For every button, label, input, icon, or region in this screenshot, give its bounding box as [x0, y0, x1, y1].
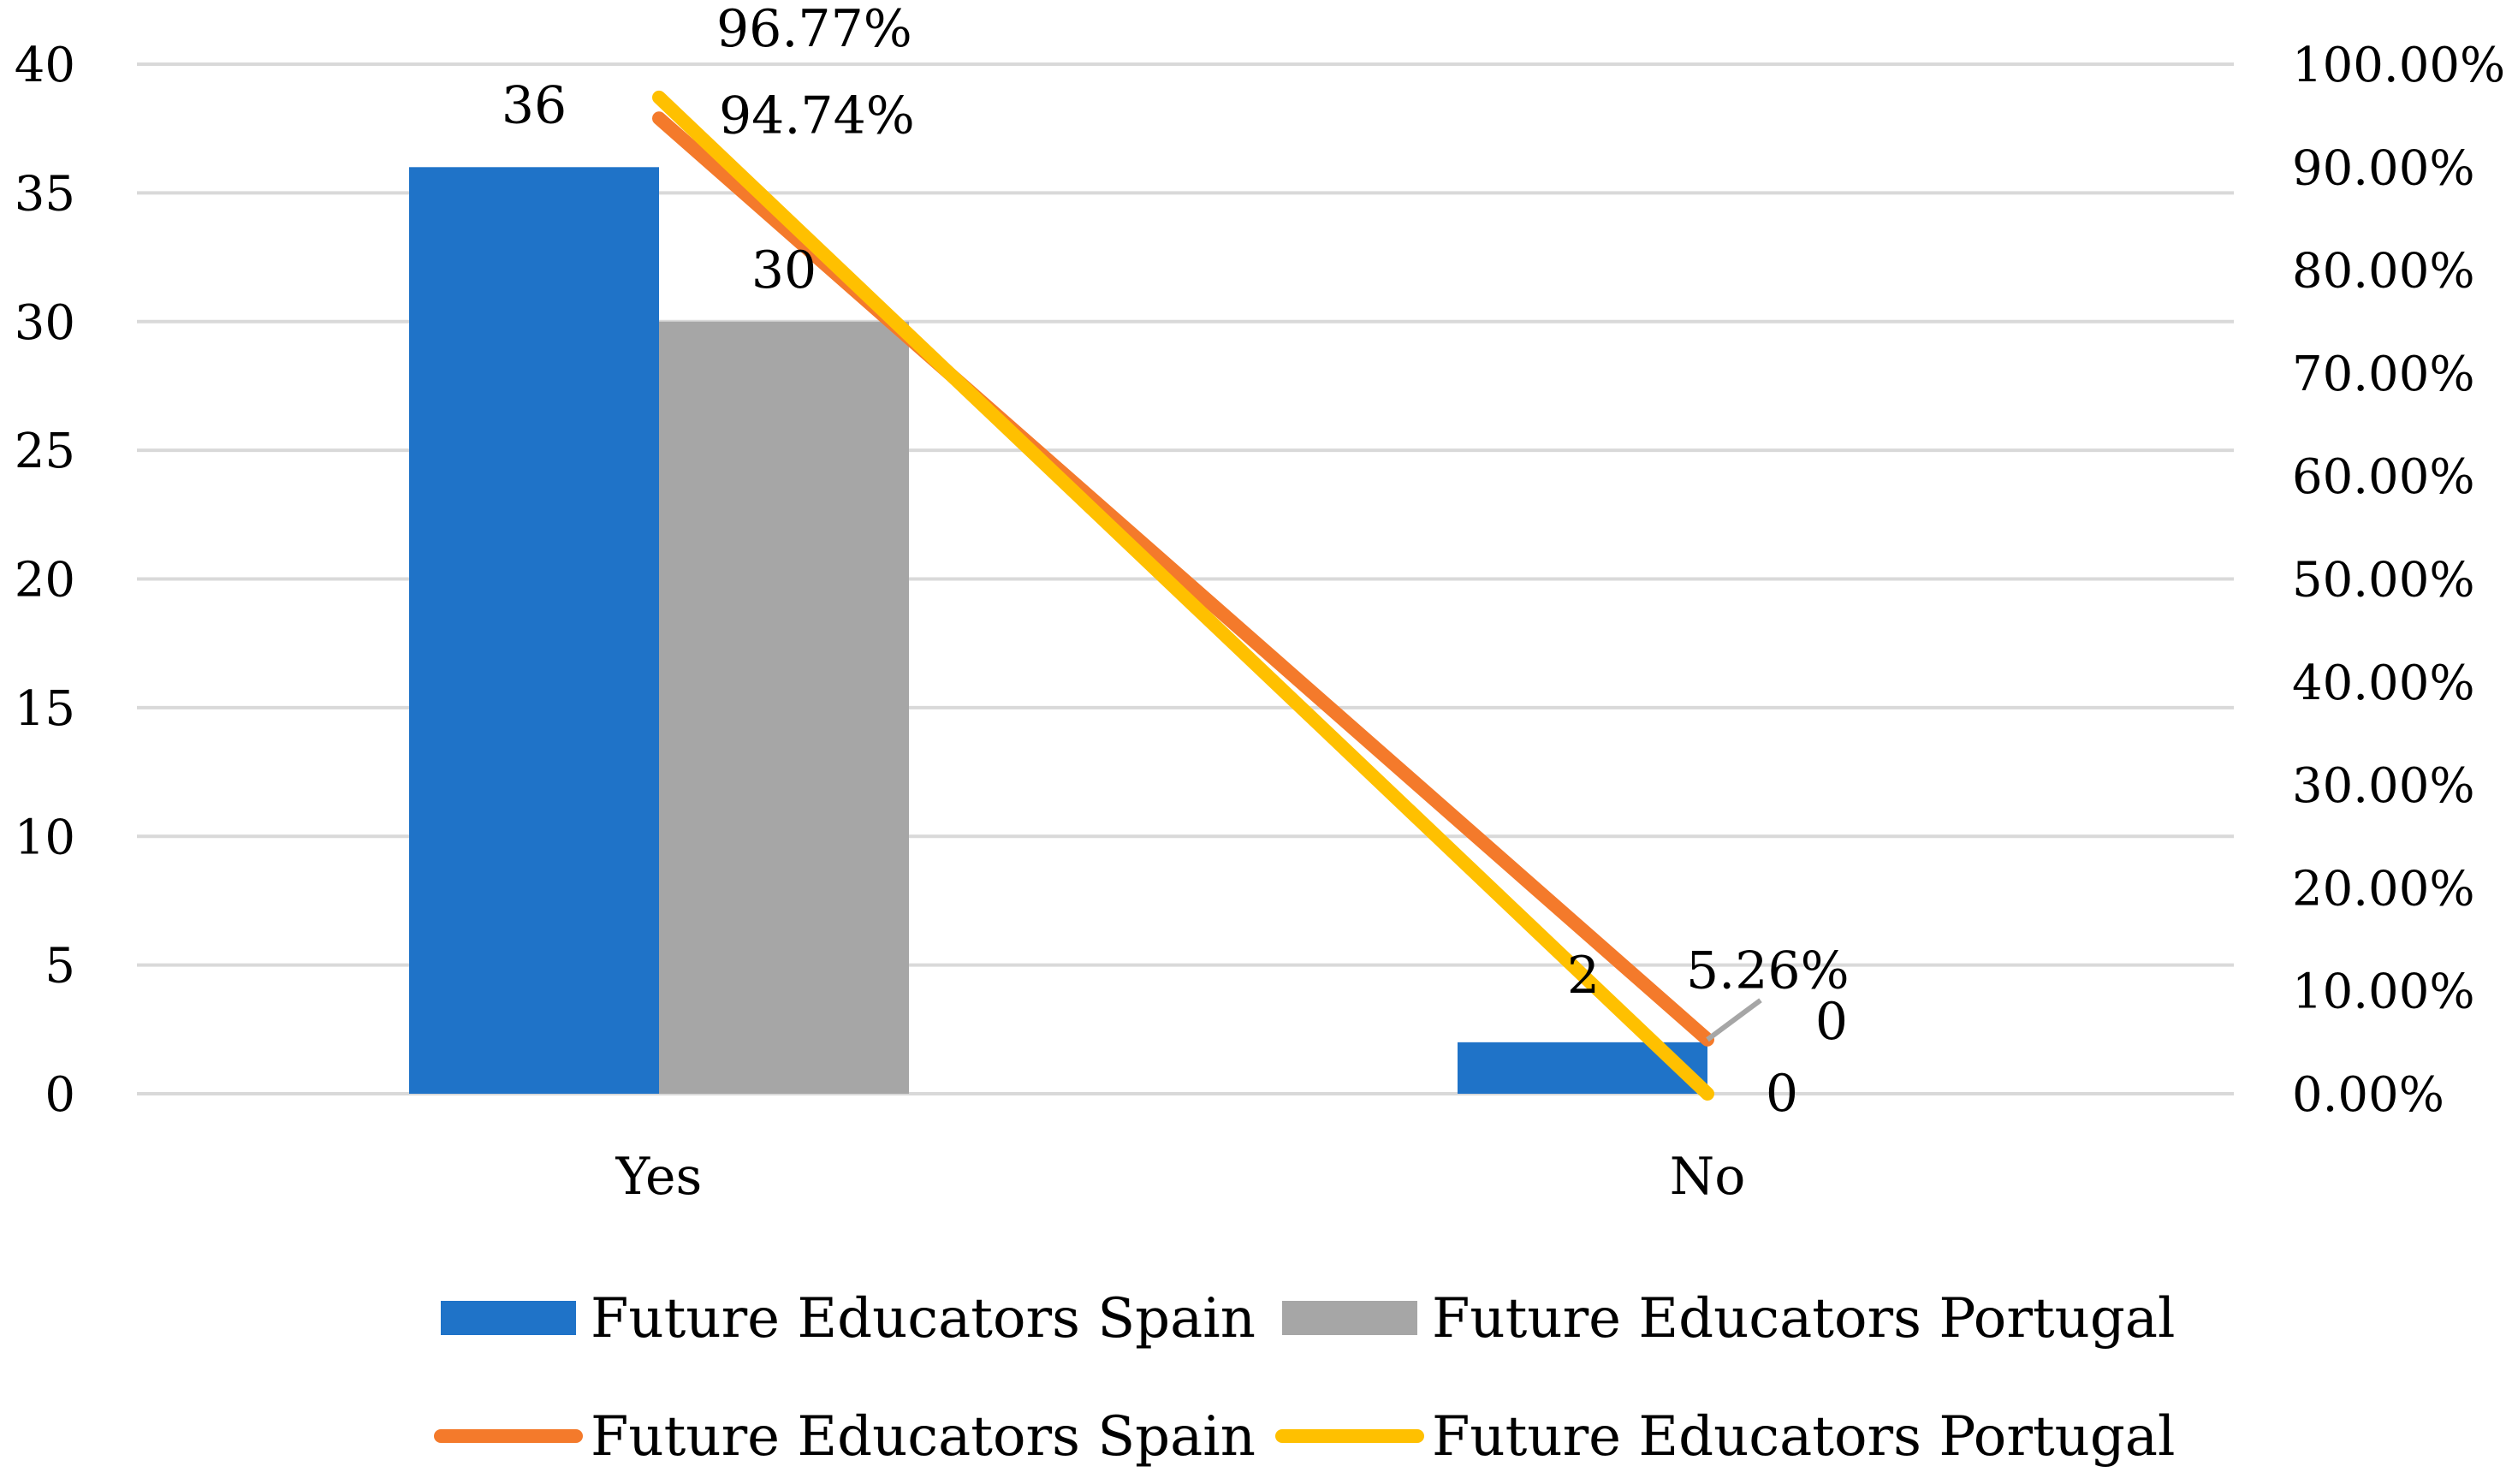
legend-label: Future Educators Spain	[591, 1405, 1256, 1469]
line-series	[652, 90, 1714, 1101]
data-label: 30	[751, 240, 817, 300]
leader-line	[1706, 998, 1762, 1042]
right-axis-tick-label: 70.00%	[2292, 347, 2475, 402]
data-label: 94.74%	[719, 86, 915, 145]
legend-label: Future Educators Portugal	[1432, 1287, 2175, 1350]
left-axis-tick-label: 10	[15, 810, 75, 865]
data-label: 96.77%	[716, 0, 912, 59]
legend-label: Future Educators Spain	[591, 1287, 1256, 1350]
category-axis-labels: Yes No	[615, 1147, 1746, 1207]
left-axis-tick-label: 30	[15, 295, 75, 351]
right-axis-tick-label: 60.00%	[2292, 449, 2475, 505]
legend-swatch	[441, 1301, 576, 1335]
data-label: 0	[1766, 1064, 1798, 1124]
left-axis-tick-label: 0	[45, 1067, 75, 1123]
right-axis-tick-label: 30.00%	[2292, 758, 2475, 814]
left-axis-tick-label: 20	[15, 553, 75, 608]
right-axis-tick-label: 90.00%	[2292, 140, 2475, 196]
bar	[659, 321, 909, 1094]
series-line	[652, 90, 1714, 1101]
right-axis-tick-label: 20.00%	[2292, 861, 2475, 917]
left-axis-tick-label: 5	[45, 939, 75, 994]
right-axis-tick-label: 100.00%	[2292, 38, 2505, 93]
data-label: 2	[1567, 946, 1600, 1006]
left-axis-tick-label: 35	[15, 166, 75, 222]
bar-series	[409, 167, 1707, 1094]
right-axis-tick-label: 50.00%	[2292, 553, 2475, 608]
legend-label: Future Educators Portugal	[1432, 1405, 2175, 1469]
left-axis-ticks: 0 5 10 15 20 25 30 35 40	[15, 38, 75, 1123]
left-axis-tick-label: 40	[15, 38, 75, 93]
data-label: 36	[502, 75, 567, 135]
category-label: Yes	[615, 1147, 703, 1207]
left-axis-tick-label: 25	[15, 424, 75, 479]
category-label: No	[1670, 1147, 1746, 1207]
right-axis-ticks: 0.00% 10.00% 20.00% 30.00% 40.00% 50.00% 60.00…	[2292, 38, 2505, 1123]
right-axis-tick-label: 0.00%	[2292, 1067, 2444, 1123]
data-label: 5.26%	[1686, 941, 1850, 1001]
left-axis-tick-label: 15	[15, 681, 75, 737]
right-axis-tick-label: 80.00%	[2292, 244, 2475, 300]
legend: Future Educators Spain Future Educators P…	[434, 1287, 2175, 1469]
right-axis-tick-label: 40.00%	[2292, 656, 2475, 711]
bar	[409, 167, 659, 1094]
right-axis-tick-label: 10.00%	[2292, 965, 2475, 1020]
data-label: 0	[1815, 992, 1848, 1052]
legend-swatch	[1282, 1301, 1417, 1335]
